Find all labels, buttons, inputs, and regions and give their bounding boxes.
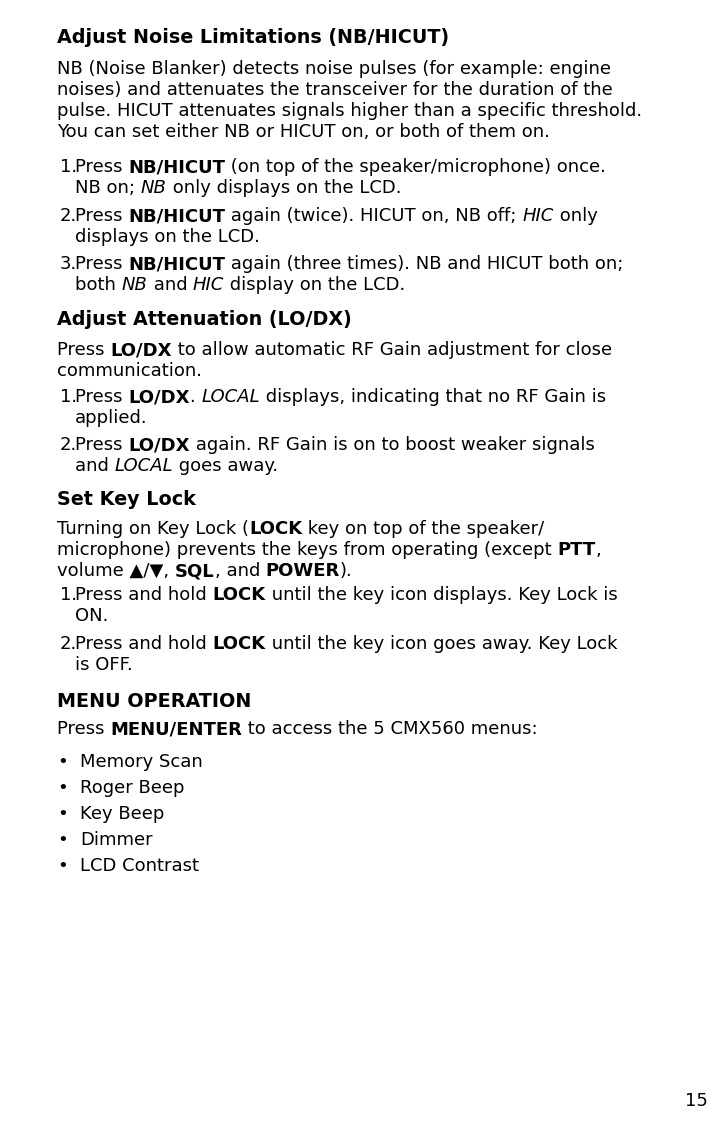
Text: LO/DX: LO/DX (128, 388, 190, 406)
Text: Key Beep: Key Beep (80, 804, 164, 824)
Text: Set Key Lock: Set Key Lock (57, 490, 196, 509)
Text: ,: , (596, 541, 601, 559)
Text: ).: ). (340, 562, 353, 580)
Text: POWER: POWER (265, 562, 340, 580)
Text: key on top of the speaker/: key on top of the speaker/ (302, 519, 544, 539)
Text: 2.: 2. (60, 635, 77, 653)
Text: only displays on the LCD.: only displays on the LCD. (167, 180, 401, 197)
Text: and: and (148, 276, 193, 294)
Text: and: and (75, 457, 115, 475)
Text: Press: Press (75, 206, 128, 226)
Text: NB/HICUT: NB/HICUT (128, 206, 225, 226)
Text: Adjust Attenuation (LO/DX): Adjust Attenuation (LO/DX) (57, 310, 352, 329)
Text: display on the LCD.: display on the LCD. (224, 276, 405, 294)
Text: volume ▲/▼,: volume ▲/▼, (57, 562, 175, 580)
Text: LO/DX: LO/DX (128, 436, 190, 454)
Text: Press and hold: Press and hold (75, 635, 213, 653)
Text: again (three times). NB and HICUT both on;: again (three times). NB and HICUT both o… (225, 255, 624, 273)
Text: displays on the LCD.: displays on the LCD. (75, 228, 260, 246)
Text: communication.: communication. (57, 362, 202, 380)
Text: Turning on Key Lock (: Turning on Key Lock ( (57, 519, 249, 539)
Text: displays, indicating that no RF Gain is: displays, indicating that no RF Gain is (260, 388, 606, 406)
Text: LOCK: LOCK (249, 519, 302, 539)
Text: Press: Press (57, 341, 110, 359)
Text: until the key icon goes away. Key Lock: until the key icon goes away. Key Lock (265, 635, 617, 653)
Text: goes away.: goes away. (173, 457, 278, 475)
Text: applied.: applied. (75, 410, 148, 427)
Text: MENU OPERATION: MENU OPERATION (57, 692, 252, 711)
Text: NB/HICUT: NB/HICUT (128, 255, 225, 273)
Text: (on top of the speaker/microphone) once.: (on top of the speaker/microphone) once. (225, 158, 606, 176)
Text: NB on;: NB on; (75, 180, 141, 197)
Text: 2.: 2. (60, 206, 77, 226)
Text: again (twice). HICUT on, NB off;: again (twice). HICUT on, NB off; (225, 206, 523, 226)
Text: Roger Beep: Roger Beep (80, 779, 185, 797)
Text: 1.: 1. (60, 158, 77, 176)
Text: ON.: ON. (75, 607, 108, 625)
Text: NB: NB (122, 276, 148, 294)
Text: •: • (57, 857, 68, 875)
Text: both: both (75, 276, 122, 294)
Text: LOCK: LOCK (213, 635, 265, 653)
Text: only: only (554, 206, 598, 226)
Text: Press: Press (75, 158, 128, 176)
Text: NB/HICUT: NB/HICUT (128, 158, 225, 176)
Text: NB: NB (141, 180, 167, 197)
Text: , and: , and (215, 562, 265, 580)
Text: until the key icon displays. Key Lock is: until the key icon displays. Key Lock is (265, 586, 617, 604)
Text: •: • (57, 804, 68, 824)
Text: LO/DX: LO/DX (110, 341, 172, 359)
Text: SQL: SQL (175, 562, 215, 580)
Text: 2.: 2. (60, 436, 77, 454)
Text: HIC: HIC (193, 276, 224, 294)
Text: LOCK: LOCK (213, 586, 265, 604)
Text: to access the 5 CMX560 menus:: to access the 5 CMX560 menus: (242, 720, 538, 738)
Text: You can set either NB or HICUT on, or both of them on.: You can set either NB or HICUT on, or bo… (57, 123, 550, 141)
Text: 3.: 3. (60, 255, 77, 273)
Text: •: • (57, 753, 68, 771)
Text: microphone) prevents the keys from operating (except: microphone) prevents the keys from opera… (57, 541, 557, 559)
Text: 1.: 1. (60, 586, 77, 604)
Text: to allow automatic RF Gain adjustment for close: to allow automatic RF Gain adjustment fo… (172, 341, 612, 359)
Text: 1.: 1. (60, 388, 77, 406)
Text: PTT: PTT (557, 541, 596, 559)
Text: MENU/ENTER: MENU/ENTER (110, 720, 242, 738)
Text: NB (Noise Blanker) detects noise pulses (for example: engine: NB (Noise Blanker) detects noise pulses … (57, 59, 611, 79)
Text: Memory Scan: Memory Scan (80, 753, 203, 771)
Text: Press and hold: Press and hold (75, 586, 213, 604)
Text: .: . (190, 388, 201, 406)
Text: pulse. HICUT attenuates signals higher than a specific threshold.: pulse. HICUT attenuates signals higher t… (57, 102, 642, 120)
Text: •: • (57, 831, 68, 849)
Text: LOCAL: LOCAL (201, 388, 260, 406)
Text: again. RF Gain is on to boost weaker signals: again. RF Gain is on to boost weaker sig… (190, 436, 595, 454)
Text: LCD Contrast: LCD Contrast (80, 857, 199, 875)
Text: is OFF.: is OFF. (75, 656, 133, 674)
Text: LOCAL: LOCAL (115, 457, 173, 475)
Text: Press: Press (75, 255, 128, 273)
Text: •: • (57, 779, 68, 797)
Text: HIC: HIC (523, 206, 554, 226)
Text: noises) and attenuates the transceiver for the duration of the: noises) and attenuates the transceiver f… (57, 81, 613, 99)
Text: Adjust Noise Limitations (NB/HICUT): Adjust Noise Limitations (NB/HICUT) (57, 28, 449, 47)
Text: Dimmer: Dimmer (80, 831, 153, 849)
Text: Press: Press (57, 720, 110, 738)
Text: Press: Press (75, 388, 128, 406)
Text: 15: 15 (685, 1092, 708, 1110)
Text: Press: Press (75, 436, 128, 454)
